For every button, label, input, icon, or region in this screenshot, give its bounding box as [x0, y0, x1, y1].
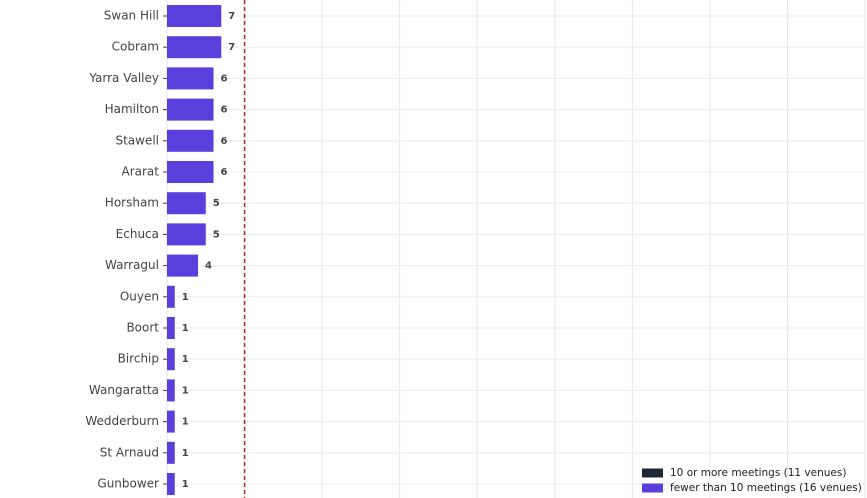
category-label: St Arnaud: [100, 445, 159, 459]
value-label: 1: [182, 292, 189, 303]
category-label: Gunbower: [97, 477, 159, 491]
bar: [167, 192, 206, 215]
bar: [167, 254, 199, 277]
legend-label: fewer than 10 meetings (16 venues): [670, 482, 862, 494]
category-label: Ouyen: [120, 289, 159, 303]
category-label: Warragul: [105, 258, 159, 272]
bar: [167, 410, 175, 433]
category-label: Birchip: [118, 352, 159, 366]
bar: [167, 98, 214, 121]
value-label: 1: [182, 354, 189, 365]
value-label: 7: [228, 11, 235, 22]
category-label: Boort: [126, 321, 159, 335]
value-label: 4: [205, 261, 212, 272]
legend-label: 10 or more meetings (11 venues): [670, 467, 846, 479]
category-label: Echuca: [116, 227, 159, 241]
value-label: 5: [213, 198, 220, 209]
bar: [167, 67, 214, 90]
category-label: Swan Hill: [104, 9, 159, 23]
value-label: 6: [221, 73, 228, 84]
value-label: 6: [221, 105, 228, 116]
bar: [167, 129, 214, 152]
bar: [167, 441, 175, 464]
category-label: Horsham: [105, 196, 159, 210]
bar: [167, 36, 222, 59]
value-label: 1: [182, 417, 189, 428]
value-label: 5: [213, 229, 220, 240]
value-label: 1: [182, 385, 189, 396]
value-label: 1: [182, 323, 189, 334]
bar: [167, 379, 175, 402]
legend-swatch: [642, 468, 663, 478]
value-label: 1: [182, 448, 189, 459]
value-label: 6: [221, 167, 228, 178]
bar: [167, 317, 175, 339]
category-label: Hamilton: [105, 102, 159, 116]
value-label: 7: [228, 42, 235, 53]
bar: [167, 348, 175, 371]
value-label: 1: [182, 479, 189, 490]
bar: [167, 285, 175, 308]
category-label: Wangaratta: [89, 383, 159, 397]
category-label: Yarra Valley: [88, 71, 159, 85]
bar: [167, 223, 206, 246]
category-label: Wedderburn: [85, 414, 159, 428]
bar: [167, 161, 214, 183]
bar: [167, 473, 175, 495]
category-label: Stawell: [115, 133, 159, 147]
category-label: Ararat: [122, 165, 160, 179]
bar: [167, 5, 222, 27]
value-label: 6: [221, 136, 228, 147]
category-label: Cobram: [112, 40, 159, 54]
legend-swatch: [642, 483, 663, 493]
